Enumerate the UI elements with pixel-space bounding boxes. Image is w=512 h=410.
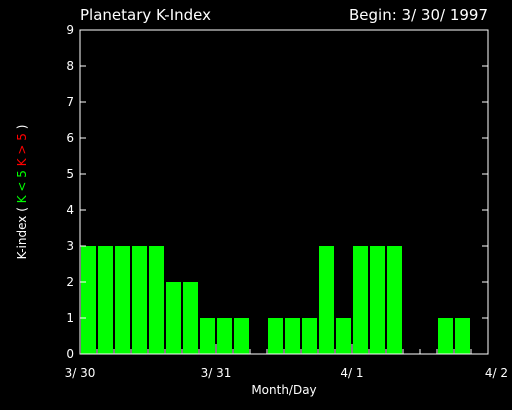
y-tick-label: 0 [66, 347, 74, 361]
x-tick-label: 3/ 31 [201, 366, 232, 380]
bar [302, 318, 317, 354]
bar [438, 318, 453, 354]
y-axis-label-part: K-index [15, 216, 29, 260]
y-axis-label-part: ) [15, 125, 29, 134]
y-tick-label: 2 [66, 275, 74, 289]
y-axis-label: K-index ( K < 5 K > 5 ) [15, 125, 29, 260]
bar [370, 246, 385, 354]
bars-group [81, 246, 470, 354]
x-tick-label: 4/ 1 [340, 366, 363, 380]
bar [132, 246, 147, 354]
bar [336, 318, 351, 354]
y-tick-label: 8 [66, 59, 74, 73]
bar [149, 246, 164, 354]
y-axis: 0 1 2 3 4 5 6 7 8 9 [66, 23, 488, 361]
y-tick-label: 9 [66, 23, 74, 37]
bar [81, 246, 96, 354]
bar [98, 246, 113, 354]
x-axis: 3/ 30 3/ 31 4/ 1 4/ 2 [65, 344, 508, 380]
y-tick-label: 1 [66, 311, 74, 325]
y-axis-label-part: K > 5 [15, 133, 29, 170]
bar [166, 282, 181, 354]
x-tick-label: 4/ 2 [485, 366, 508, 380]
y-tick-label: 7 [66, 95, 74, 109]
y-tick-label: 4 [66, 203, 74, 217]
x-axis-label: Month/Day [251, 383, 316, 397]
x-tick-label: 3/ 30 [65, 366, 96, 380]
bar [455, 318, 470, 354]
bar [115, 246, 130, 354]
chart-subtitle: Begin: 3/ 30/ 1997 [349, 6, 488, 24]
bar [268, 318, 283, 354]
y-tick-label: 3 [66, 239, 74, 253]
y-axis-label-part: K < 5 [15, 170, 29, 207]
y-tick-label: 6 [66, 131, 74, 145]
bar [319, 246, 334, 354]
bar [387, 246, 402, 354]
bar [285, 318, 300, 354]
bar [200, 318, 215, 354]
y-tick-label: 5 [66, 167, 74, 181]
bar [234, 318, 249, 354]
y-axis-label-part: ( [15, 207, 29, 216]
bar [217, 318, 232, 354]
bar [353, 246, 368, 354]
bar [183, 282, 198, 354]
chart-title: Planetary K-Index [80, 6, 211, 24]
